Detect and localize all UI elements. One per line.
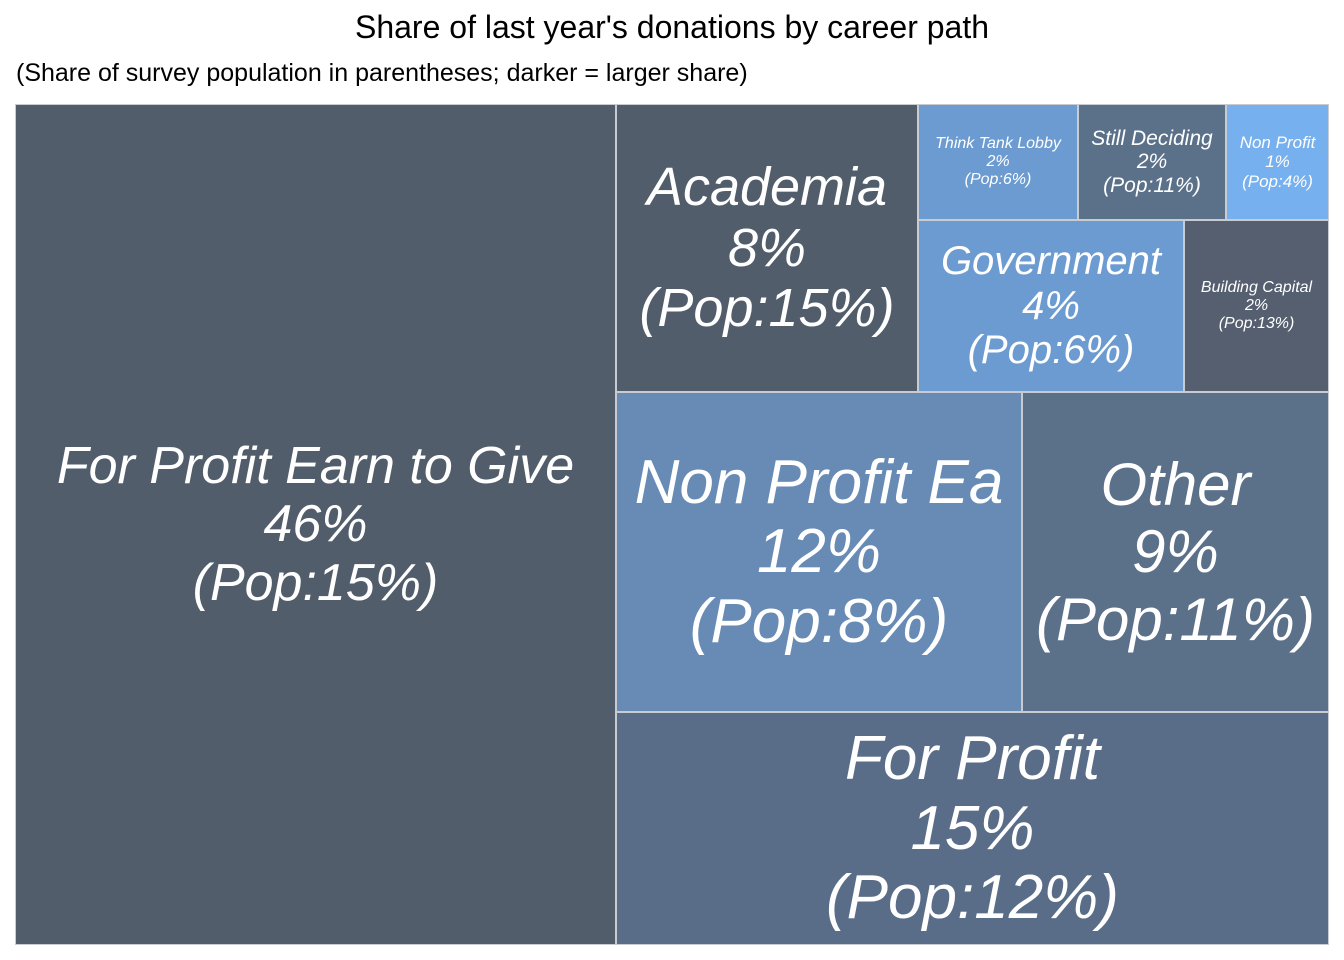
tile-for-profit: For Profit 15% (Pop:12%) xyxy=(616,712,1329,945)
tile-donation-share: 12% xyxy=(756,517,882,587)
tile-label: Government xyxy=(940,238,1162,283)
tile-label-group: Other 9% (Pop:11%) xyxy=(1036,451,1315,653)
tile-population-share: (Pop:11%) xyxy=(1103,173,1201,197)
tile-label-group: For Profit Earn to Give 46% (Pop:15%) xyxy=(57,437,574,612)
tile-academia: Academia 8% (Pop:15%) xyxy=(616,104,918,392)
tile-building-capital: Building Capital 2% (Pop:13%) xyxy=(1184,220,1329,392)
tile-label: For Profit xyxy=(845,724,1100,794)
tile-label-group: For Profit 15% (Pop:12%) xyxy=(826,724,1119,932)
tile-label: Building Capital xyxy=(1200,279,1313,297)
tile-population-share: (Pop:15%) xyxy=(639,278,895,339)
tile-label: Non Profit Ea xyxy=(634,447,1004,517)
tile-non-profit: Non Profit 1% (Pop:4%) xyxy=(1226,104,1329,220)
tile-population-share: (Pop:6%) xyxy=(964,170,1032,188)
chart-title: Share of last year's donations by career… xyxy=(354,9,990,45)
tile-label-group: Still Deciding 2% (Pop:11%) xyxy=(1091,127,1212,198)
tile-population-share: (Pop:13%) xyxy=(1218,314,1295,332)
tile-still-deciding: Still Deciding 2% (Pop:11%) xyxy=(1078,104,1226,220)
tile-label: Academia xyxy=(646,157,888,218)
tile-donation-share: 8% xyxy=(727,217,807,278)
tile-for-profit-earn-to-give: For Profit Earn to Give 46% (Pop:15%) xyxy=(15,104,616,945)
tile-label-group: Building Capital 2% (Pop:13%) xyxy=(1201,279,1312,333)
tile-population-share: (Pop:4%) xyxy=(1242,171,1313,191)
tile-think-tank-lobby: Think Tank Lobby 2% (Pop:6%) xyxy=(918,104,1078,220)
tile-population-share: (Pop:12%) xyxy=(826,863,1119,933)
tile-label: Non Profit xyxy=(1239,133,1316,153)
tile-label: Think Tank Lobby xyxy=(935,135,1061,153)
tile-population-share: (Pop:11%) xyxy=(1035,585,1316,653)
tile-label: For Profit Earn to Give xyxy=(56,437,575,496)
tile-donation-share: 9% xyxy=(1132,518,1219,586)
tile-label-group: Government 4% (Pop:6%) xyxy=(941,239,1161,373)
tile-donation-share: 46% xyxy=(263,495,368,554)
tile-label-group: Non Profit 1% (Pop:4%) xyxy=(1240,133,1316,190)
tile-label-group: Think Tank Lobby 2% (Pop:6%) xyxy=(935,135,1061,189)
tile-donation-share: 4% xyxy=(1022,283,1080,328)
tile-label-group: Non Profit Ea 12% (Pop:8%) xyxy=(635,448,1004,656)
tile-population-share: (Pop:6%) xyxy=(967,328,1135,373)
tile-population-share: (Pop:15%) xyxy=(192,553,439,612)
tile-non-profit-ea: Non Profit Ea 12% (Pop:8%) xyxy=(616,392,1022,712)
tile-donation-share: 15% xyxy=(910,793,1035,863)
tile-donation-share: 2% xyxy=(1136,150,1168,174)
chart-subtitle: (Share of survey population in parenthes… xyxy=(16,59,748,87)
tile-label-group: Academia 8% (Pop:15%) xyxy=(639,157,894,338)
tile-donation-share: 2% xyxy=(1244,297,1269,315)
tile-other: Other 9% (Pop:11%) xyxy=(1022,392,1329,712)
tile-label: Other xyxy=(1100,451,1251,519)
tile-government: Government 4% (Pop:6%) xyxy=(918,220,1184,392)
tile-label: Still Deciding xyxy=(1091,126,1213,150)
tile-population-share: (Pop:8%) xyxy=(689,586,949,656)
tile-donation-share: 1% xyxy=(1265,152,1290,172)
tile-donation-share: 2% xyxy=(986,153,1010,171)
